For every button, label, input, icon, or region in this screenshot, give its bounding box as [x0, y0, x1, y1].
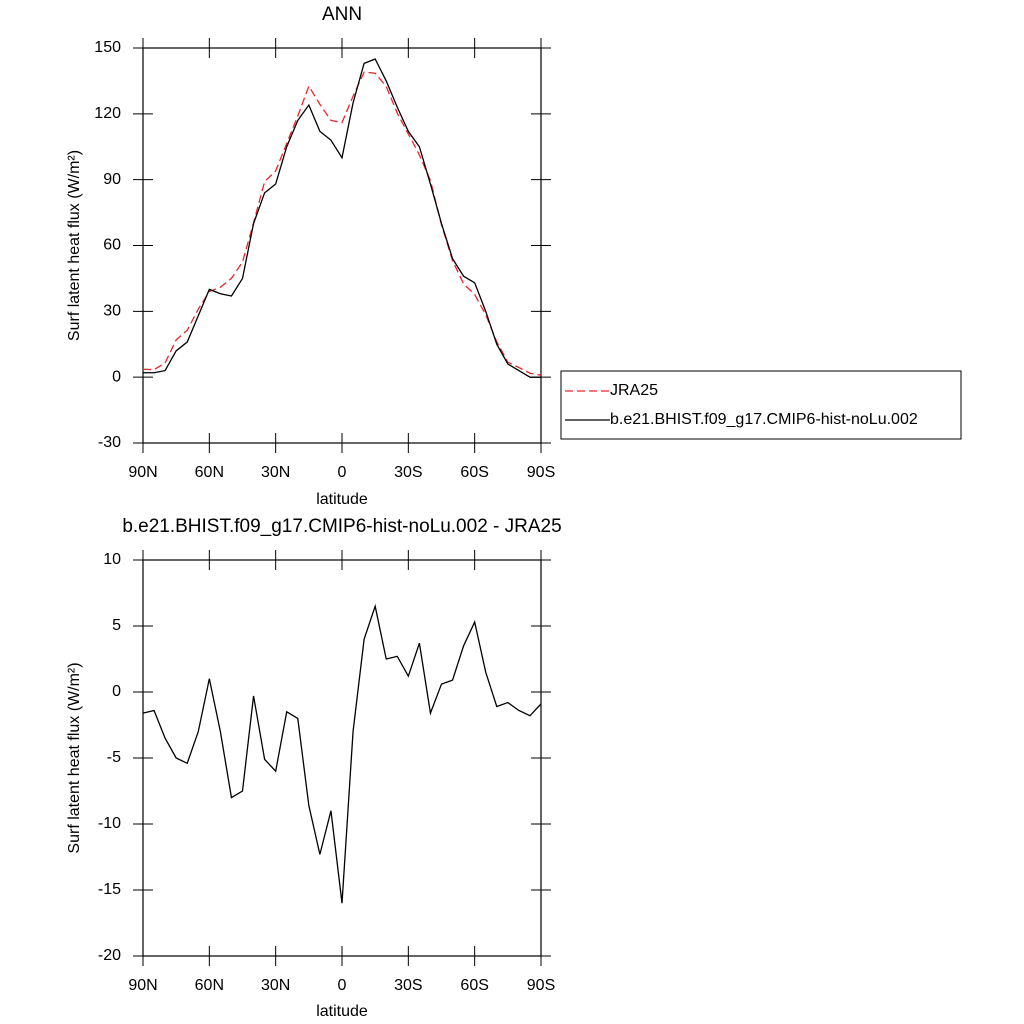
x-axis-label: latitude: [316, 1003, 368, 1020]
y-tick-label: 150: [94, 39, 121, 56]
legend-label: b.e21.BHIST.f09_g17.CMIP6-hist-noLu.002: [610, 411, 918, 428]
y-tick-label: 0: [112, 368, 121, 385]
x-tick-label: 30S: [394, 464, 422, 481]
x-tick-label: 30N: [261, 977, 290, 994]
y-tick-label: 10: [103, 551, 121, 568]
plot-frame: [142, 47, 542, 444]
y-tick-label: -30: [98, 434, 121, 451]
chart-title: b.e21.BHIST.f09_g17.CMIP6-hist-noLu.002 …: [122, 516, 561, 537]
y-tick-label: 30: [103, 303, 121, 320]
y-axis-label: Surf latent heat flux (W/m²): [66, 150, 83, 341]
legend-box: [560, 370, 962, 440]
y-tick-label: -10: [98, 815, 121, 832]
x-axis-label: latitude: [316, 491, 368, 508]
x-tick-label: 30S: [394, 977, 422, 994]
chart-title: ANN: [322, 4, 362, 25]
x-tick-label: 0: [338, 977, 347, 994]
x-tick-label: 90S: [527, 977, 555, 994]
x-tick-label: 90N: [128, 464, 157, 481]
x-tick-label: 60N: [195, 977, 224, 994]
data-line: [142, 71, 542, 376]
x-tick-label: 60S: [460, 464, 488, 481]
x-tick-label: 0: [338, 464, 347, 481]
y-axis-label: Surf latent heat flux (W/m²): [66, 662, 83, 853]
x-tick-label: 90N: [128, 977, 157, 994]
y-tick-label: -5: [107, 749, 121, 766]
y-tick-label: -20: [98, 947, 121, 964]
x-tick-label: 60S: [460, 977, 488, 994]
y-tick-label: 5: [112, 617, 121, 634]
y-tick-label: 60: [103, 237, 121, 254]
y-tick-label: -15: [98, 881, 121, 898]
plot-frame: [142, 559, 542, 957]
x-tick-label: 90S: [527, 464, 555, 481]
legend-label: JRA25: [610, 382, 658, 399]
data-line: [142, 603, 542, 904]
y-tick-label: 0: [112, 683, 121, 700]
x-tick-label: 30N: [261, 464, 290, 481]
y-tick-label: 120: [94, 105, 121, 122]
data-line: [143, 58, 541, 378]
y-tick-label: 90: [103, 171, 121, 188]
x-tick-label: 60N: [195, 464, 224, 481]
